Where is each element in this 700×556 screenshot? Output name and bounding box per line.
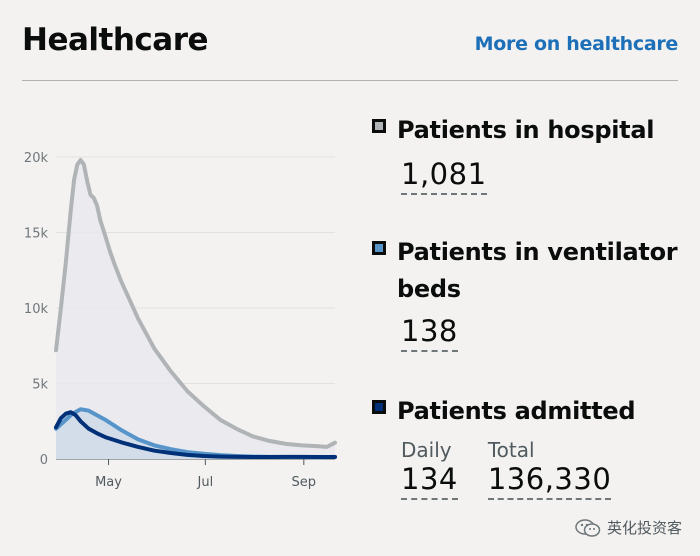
metric-admitted: Patients admitted Daily 134 Total 136,33… bbox=[372, 393, 689, 500]
page-title: Healthcare bbox=[22, 22, 209, 58]
x-tick-label: May bbox=[95, 475, 122, 490]
y-tick-label: 10k bbox=[24, 302, 49, 317]
x-tick-label: Jul bbox=[197, 475, 214, 490]
total-label: Total bbox=[487, 438, 535, 462]
total-value[interactable]: 136,330 bbox=[487, 462, 612, 500]
patients-in-hospital-area bbox=[56, 160, 335, 459]
ventilator-label-line1: Patients in ventilator bbox=[397, 238, 678, 266]
daily-label: Daily bbox=[401, 438, 452, 462]
ventilator-label-line2: beds bbox=[397, 275, 461, 303]
ventilator-value[interactable]: 138 bbox=[401, 314, 458, 352]
y-tick-label: 5k bbox=[32, 378, 48, 393]
hospital-value[interactable]: 1,081 bbox=[401, 157, 487, 195]
watermark-text: 英化投资客 bbox=[606, 519, 682, 537]
hospital-label: Patients in hospital bbox=[397, 116, 655, 144]
hospital-swatch bbox=[372, 119, 386, 133]
patients-in-ventilator-beds-area bbox=[56, 409, 335, 459]
admitted-daily: Daily 134 bbox=[401, 438, 458, 500]
metric-ventilator: Patients in ventilator beds 138 bbox=[372, 234, 689, 352]
wechat-icon bbox=[575, 518, 601, 538]
x-tick-label: Sep bbox=[292, 475, 317, 490]
patients-in-hospital-line bbox=[54, 158, 337, 449]
healthcare-chart: 0 5k 10k 15k 20k May Jul Sep bbox=[24, 151, 337, 490]
divider bbox=[22, 80, 678, 81]
ventilator-swatch bbox=[372, 241, 386, 255]
patients-admitted-line bbox=[54, 410, 337, 459]
watermark: 英化投资客 bbox=[575, 517, 682, 538]
y-tick-label: 0 bbox=[40, 453, 48, 468]
y-tick-label: 15k bbox=[24, 227, 49, 242]
daily-value[interactable]: 134 bbox=[401, 462, 458, 500]
admitted-total: Total 136,330 bbox=[487, 438, 612, 500]
y-tick-label: 20k bbox=[24, 151, 49, 166]
admitted-label: Patients admitted bbox=[397, 397, 636, 425]
ventilator-label: Patients in ventilator beds bbox=[397, 234, 689, 308]
admitted-swatch bbox=[372, 400, 386, 414]
more-on-healthcare-link[interactable]: More on healthcare bbox=[474, 33, 679, 55]
metric-hospital: Patients in hospital 1,081 bbox=[372, 112, 689, 195]
